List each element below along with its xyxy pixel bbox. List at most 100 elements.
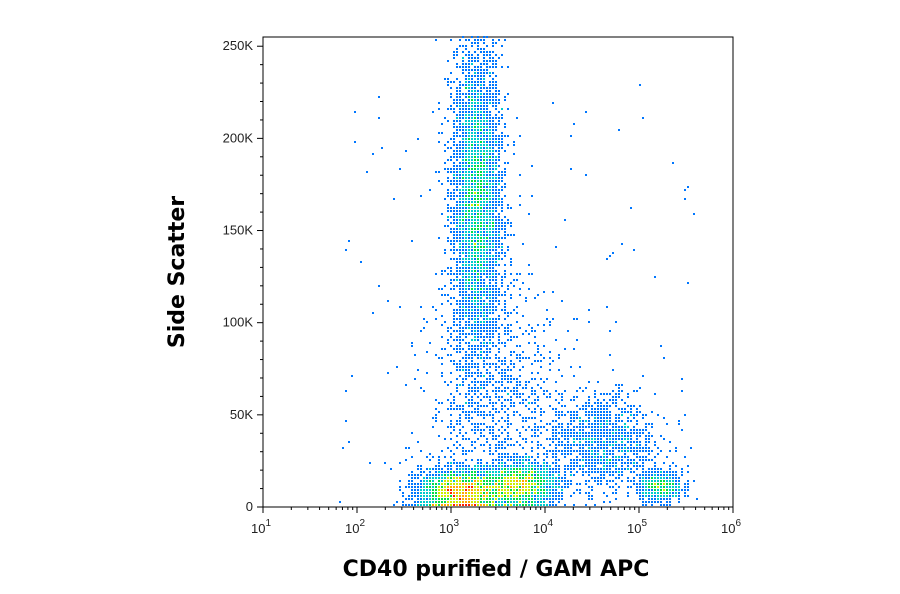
event-dot	[564, 429, 566, 431]
event-dot	[531, 495, 533, 497]
event-dot	[462, 117, 464, 119]
event-dot	[474, 336, 476, 338]
event-dot	[459, 114, 461, 116]
event-dot	[510, 390, 512, 392]
event-dot	[480, 201, 482, 203]
event-dot	[492, 462, 494, 464]
event-dot	[462, 309, 464, 311]
event-dot	[537, 495, 539, 497]
event-dot	[480, 327, 482, 329]
event-dot	[600, 456, 602, 458]
event-dot	[477, 177, 479, 179]
event-dot	[501, 252, 503, 254]
event-dot	[549, 324, 551, 326]
event-dot	[489, 114, 491, 116]
event-dot	[597, 399, 599, 401]
event-dot	[624, 423, 626, 425]
event-dot	[525, 459, 527, 461]
event-dot	[600, 414, 602, 416]
event-dot	[492, 492, 494, 494]
event-dot	[501, 210, 503, 212]
event-dot	[591, 429, 593, 431]
event-dot	[492, 402, 494, 404]
event-dot	[471, 354, 473, 356]
event-dot	[528, 402, 530, 404]
event-dot	[456, 63, 458, 65]
event-dot	[480, 138, 482, 140]
event-dot	[618, 129, 620, 131]
event-dot	[453, 486, 455, 488]
event-dot	[648, 441, 650, 443]
event-dot	[504, 498, 506, 500]
event-dot	[480, 399, 482, 401]
event-dot	[645, 429, 647, 431]
event-dot	[534, 498, 536, 500]
event-dot	[531, 492, 533, 494]
event-dot	[471, 132, 473, 134]
event-dot	[630, 486, 632, 488]
event-dot	[453, 153, 455, 155]
event-dot	[498, 429, 500, 431]
event-dot	[468, 486, 470, 488]
event-dot	[549, 474, 551, 476]
event-dot	[648, 501, 650, 503]
event-dot	[474, 309, 476, 311]
event-dot	[486, 141, 488, 143]
event-dot	[669, 504, 671, 506]
event-dot	[420, 465, 422, 467]
event-dot	[633, 453, 635, 455]
event-dot	[477, 216, 479, 218]
event-dot	[438, 357, 440, 359]
event-dot	[426, 456, 428, 458]
event-dot	[507, 465, 509, 467]
event-dot	[522, 489, 524, 491]
event-dot	[468, 417, 470, 419]
event-dot	[486, 384, 488, 386]
event-dot	[465, 489, 467, 491]
event-dot	[504, 420, 506, 422]
event-dot	[552, 453, 554, 455]
event-dot	[486, 426, 488, 428]
event-dot	[528, 498, 530, 500]
event-dot	[564, 405, 566, 407]
event-dot	[483, 261, 485, 263]
event-dot	[477, 60, 479, 62]
event-dot	[636, 453, 638, 455]
event-dot	[453, 174, 455, 176]
event-dot	[411, 474, 413, 476]
event-dot	[603, 459, 605, 461]
event-dot	[495, 177, 497, 179]
event-dot	[495, 309, 497, 311]
event-dot	[486, 216, 488, 218]
event-dot	[513, 444, 515, 446]
event-dot	[477, 345, 479, 347]
event-dot	[672, 495, 674, 497]
event-dot	[492, 45, 494, 47]
event-dot	[468, 90, 470, 92]
event-dot	[477, 192, 479, 194]
x-tick-label: 104	[533, 518, 553, 536]
event-dot	[603, 420, 605, 422]
event-dot	[486, 192, 488, 194]
event-dot	[486, 441, 488, 443]
event-dot	[543, 501, 545, 503]
event-dot	[474, 192, 476, 194]
event-dot	[468, 252, 470, 254]
event-dot	[495, 117, 497, 119]
event-dot	[471, 87, 473, 89]
event-dot	[489, 372, 491, 374]
event-dot	[588, 480, 590, 482]
event-dot	[477, 252, 479, 254]
event-dot	[408, 447, 410, 449]
event-dot	[474, 51, 476, 53]
event-dot	[588, 402, 590, 404]
event-dot	[516, 381, 518, 383]
event-dot	[684, 189, 686, 191]
event-dot	[618, 477, 620, 479]
event-dot	[474, 144, 476, 146]
event-dot	[480, 234, 482, 236]
event-dot	[468, 72, 470, 74]
event-dot	[453, 489, 455, 491]
event-dot	[459, 219, 461, 221]
event-dot	[522, 399, 524, 401]
